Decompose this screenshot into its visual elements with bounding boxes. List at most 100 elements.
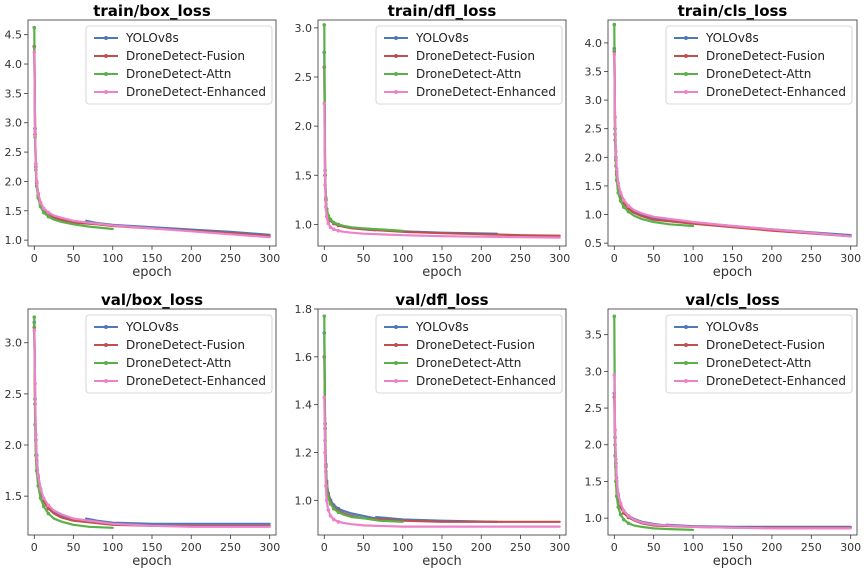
x-tick-label: 150 [722,541,743,554]
y-tick-label: 2.5 [585,123,603,136]
y-tick-label: 1.2 [295,446,313,459]
chart-title: train/box_loss [93,2,211,20]
legend-label: DroneDetect-Attn [126,67,231,81]
series-path [613,53,852,238]
legend-label: DroneDetect-Fusion [126,49,245,63]
data-point [328,502,333,506]
data-point [614,457,618,462]
x-tick-label: 150 [142,541,163,554]
y-tick-label: 3.0 [5,337,23,350]
x-axis-label: epoch [132,265,172,280]
x-tick-label: 100 [683,252,704,265]
legend-label: DroneDetect-Enhanced [416,85,556,99]
data-point [613,115,617,120]
y-tick-label: 2.0 [585,439,603,452]
legend-label: DroneDetect-Attn [416,356,521,370]
data-point [33,129,37,134]
legend-label: YOLOv8s [125,31,179,45]
y-tick-label: 1.4 [295,399,313,412]
data-point [336,222,341,227]
legend-box [375,314,563,394]
x-tick-label: 50 [357,541,371,554]
data-point [614,475,619,480]
data-point [34,179,39,184]
data-point [331,517,336,522]
data-point [613,428,617,432]
x-tick-label: 300 [259,252,280,265]
x-tick-label: 50 [357,252,371,265]
legend-marker [684,72,688,76]
x-tick-label: 250 [220,541,241,554]
x-tick-label: 150 [142,252,163,265]
chart-panel-4: val/box_loss 0 50 100 150 200 250 300 1.5 2.0 2.5 3… [5,291,281,569]
data-point [331,506,336,511]
data-point [626,521,631,526]
x-tick-label: 50 [647,541,661,554]
x-axis-label: epoch [713,265,753,280]
legend-marker [394,343,398,347]
data-point [324,484,328,488]
x-tick-label: 250 [220,252,241,265]
legend-label: DroneDetect-Attn [706,67,811,81]
legend-marker [684,343,688,347]
data-point [612,373,617,377]
legend-label: DroneDetect-Attn [416,67,521,81]
y-tick-label: 1.5 [5,205,23,218]
data-point [328,514,333,518]
data-point [614,149,618,154]
legend-marker [394,54,398,58]
data-point [336,228,341,233]
x-tick-label: 0 [321,541,328,554]
legend-label: YOLOv8s [705,320,759,334]
legend-label: DroneDetect-Fusion [416,338,535,352]
series-path [33,51,271,239]
legend: YOLOv8s DroneDetect-Fusion DroneDetect-Att… [375,25,563,105]
legend: YOLOv8s DroneDetect-Fusion DroneDetect-Att… [375,314,563,394]
data-point [38,200,43,205]
legend-label: YOLOv8s [415,31,469,45]
data-point [41,496,46,500]
data-point [612,314,617,319]
x-axis-label: epoch [422,554,462,569]
series-line-4 [322,395,561,528]
y-tick-label: 2.5 [585,402,603,415]
data-point [331,220,336,225]
data-point [322,23,327,27]
legend-marker [684,36,688,40]
series-line-4 [32,50,271,239]
legend-label: DroneDetect-Enhanced [706,374,846,388]
x-tick-label: 200 [471,541,492,554]
data-point [34,432,38,437]
series-line-4 [322,101,561,239]
data-point [324,204,328,209]
series-line-4 [32,328,271,528]
legend-box [85,25,273,105]
chart-title: val/dfl_loss [395,291,488,309]
x-tick-label: 100 [102,541,123,554]
y-tick-label: 4.0 [585,37,603,50]
legend-marker [684,361,688,365]
data-point [32,25,37,30]
legend-marker [104,54,108,58]
y-tick-label: 2.0 [295,120,313,133]
legend-marker [104,90,108,94]
chart-panel-2: train/dfl_loss 0 50 100 150 200 250 300 1.0 1.5 2.… [295,2,571,280]
chart-panel-6: val/cls_loss 0 50 100 150 200 250 300 1.0 1.5 2.0 2… [585,291,862,569]
data-point [328,225,333,230]
data-point [32,50,37,55]
data-point [38,496,43,500]
data-point [36,473,41,478]
x-tick-label: 150 [432,252,453,265]
data-point [336,520,341,524]
x-tick-label: 300 [840,252,861,265]
data-point [612,22,617,27]
y-tick-label: 1.0 [295,218,313,231]
data-point [322,314,327,318]
y-tick-label: 2.5 [5,146,23,159]
data-point [618,501,623,506]
y-tick-label: 3.5 [585,329,603,342]
x-tick-label: 50 [647,252,661,265]
series-line-4 [612,373,852,530]
y-tick-label: 3.5 [5,87,23,100]
